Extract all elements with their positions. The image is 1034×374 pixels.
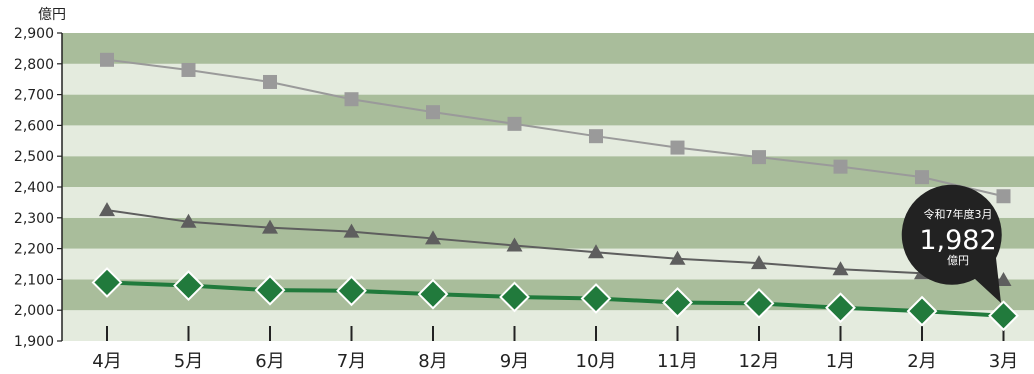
y-tick-label: 2,100	[14, 272, 54, 288]
data-point-diamond	[825, 292, 856, 324]
x-tick-label: 5月	[174, 351, 203, 372]
data-point-diamond	[173, 270, 204, 301]
callout-bubble: 令和7年度3月 1,982 億円	[901, 184, 1002, 303]
x-tick-label: 3月	[989, 351, 1018, 372]
background-bands	[62, 33, 1034, 341]
y-tick-label: 2,800	[14, 57, 54, 73]
data-point-square	[589, 129, 603, 144]
data-point-triangle	[995, 272, 1012, 287]
series-line	[106, 209, 1004, 282]
data-point-triangle	[832, 261, 849, 276]
data-point-square	[752, 150, 766, 165]
series-line	[106, 58, 1004, 198]
series-square	[100, 52, 1011, 204]
y-axis: 1,900 2,000 2,100 2,200 2,300 2,400 2,500 2,600…	[14, 26, 63, 350]
y-tick-label: 2,700	[14, 88, 54, 104]
data-point-square	[344, 92, 359, 107]
x-tick-label: 9月	[500, 351, 529, 372]
data-point-square	[833, 159, 848, 174]
data-point-diamond	[254, 274, 286, 306]
data-point-diamond	[417, 278, 449, 310]
band	[62, 310, 1034, 341]
x-tick-label: 11月	[657, 351, 698, 372]
data-point-square	[915, 170, 929, 185]
data-point-triangle	[751, 255, 767, 270]
data-point-diamond	[580, 283, 612, 314]
data-point-triangle	[669, 250, 686, 265]
callout-unit: 億円	[947, 254, 969, 267]
data-point-diamond	[336, 275, 367, 307]
data-point-square	[263, 74, 277, 89]
x-tick-label: 7月	[337, 351, 366, 372]
data-point-diamond	[499, 281, 530, 313]
data-point-square	[181, 62, 196, 77]
band	[62, 217, 1034, 249]
callout-period: 令和7年度3月	[924, 207, 993, 221]
band	[62, 125, 1034, 157]
band	[62, 63, 1034, 95]
band	[62, 248, 1034, 280]
data-point-triangle	[180, 213, 197, 228]
y-tick-label: 2,300	[14, 211, 54, 227]
data-point-triangle	[343, 223, 360, 238]
x-axis: 4月 5月 6月 7月 8月 9月 10月 11月 12月 1月 2月 3月	[92, 326, 1018, 372]
x-tick-label: 6月	[255, 351, 284, 372]
data-point-diamond	[91, 267, 123, 298]
callout-value: 1,982	[919, 225, 996, 256]
data-point-triangle	[588, 244, 604, 259]
data-point-triangle	[506, 237, 523, 252]
band	[62, 279, 1034, 311]
data-point-square	[100, 52, 114, 67]
x-tick-label: 10月	[576, 351, 617, 372]
y-tick-label: 2,600	[14, 118, 54, 134]
y-tick-label: 2,200	[14, 242, 54, 258]
y-tick-label: 2,000	[14, 303, 54, 319]
band	[62, 33, 1034, 64]
data-point-diamond	[743, 288, 775, 319]
x-tick-label: 12月	[739, 351, 780, 372]
y-unit-label: 億円	[38, 7, 66, 23]
data-point-square	[426, 105, 440, 120]
data-point-diamond	[662, 287, 693, 318]
band	[62, 156, 1034, 187]
callout-bubble-shape	[901, 184, 1002, 303]
y-tick-label: 2,400	[14, 180, 54, 196]
x-tick-label: 1月	[826, 351, 855, 372]
x-tick-label: 8月	[418, 351, 447, 372]
y-tick-label: 2,900	[14, 26, 54, 42]
y-tick-label: 2,500	[14, 149, 54, 165]
series-layer	[91, 52, 1019, 332]
series-diamond	[91, 267, 1019, 332]
data-point-square	[670, 140, 685, 155]
x-tick-label: 2月	[907, 351, 936, 372]
data-point-triangle	[425, 230, 441, 245]
y-tick-label: 1,900	[14, 334, 54, 350]
data-point-square	[996, 189, 1011, 204]
data-point-diamond	[988, 300, 1019, 332]
data-point-triangle	[99, 202, 115, 217]
data-point-square	[507, 116, 522, 131]
data-point-triangle	[262, 219, 278, 234]
band	[62, 94, 1034, 126]
x-tick-label: 4月	[92, 351, 121, 372]
data-point-diamond	[906, 295, 938, 327]
band	[62, 187, 1034, 218]
